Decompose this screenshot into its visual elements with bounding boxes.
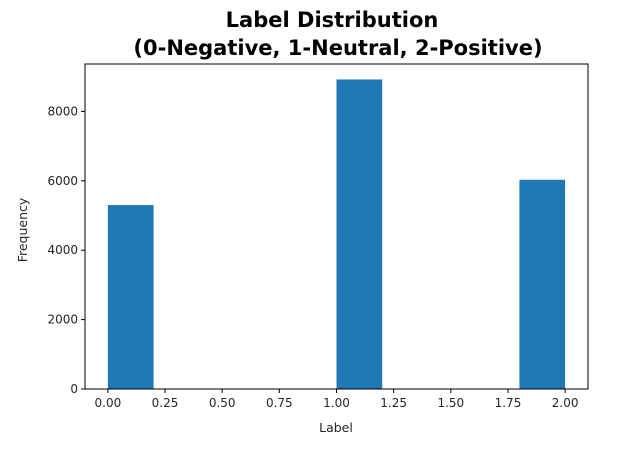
x-tick-label: 2.00 (552, 396, 579, 410)
y-axis-label: Frequency (15, 197, 30, 262)
x-tick-label: 1.75 (495, 396, 522, 410)
y-tick-label: 4000 (47, 243, 78, 257)
x-tick-label: 0.75 (266, 396, 293, 410)
y-tick-label: 0 (70, 382, 78, 396)
bar-0 (107, 205, 154, 389)
chart-title-line-2: (0-Negative, 1-Neutral, 2-Positive) (133, 36, 542, 60)
x-tick-label: 1.25 (380, 396, 407, 410)
y-tick-label: 8000 (47, 104, 78, 118)
chart-title-line-1: Label Distribution (226, 8, 439, 32)
plot-frame (84, 63, 589, 390)
x-tick-label: 1.50 (437, 396, 464, 410)
bar-9 (519, 179, 566, 389)
x-axis-label: Label (319, 420, 353, 435)
x-tick-label: 0.00 (95, 396, 122, 410)
x-tick-label: 0.25 (152, 396, 179, 410)
x-tick-label: 0.50 (209, 396, 236, 410)
x-axis-ticks: 0.00 0.25 0.50 0.75 1.00 1.25 1.50 1.75 2.00 (95, 389, 579, 410)
bars-group (107, 79, 566, 389)
bar-5 (336, 79, 383, 389)
y-tick-label: 6000 (47, 174, 78, 188)
y-tick-label: 2000 (47, 313, 78, 327)
y-axis-ticks: 0 2000 4000 6000 8000 (47, 104, 85, 396)
x-tick-label: 1.00 (323, 396, 350, 410)
